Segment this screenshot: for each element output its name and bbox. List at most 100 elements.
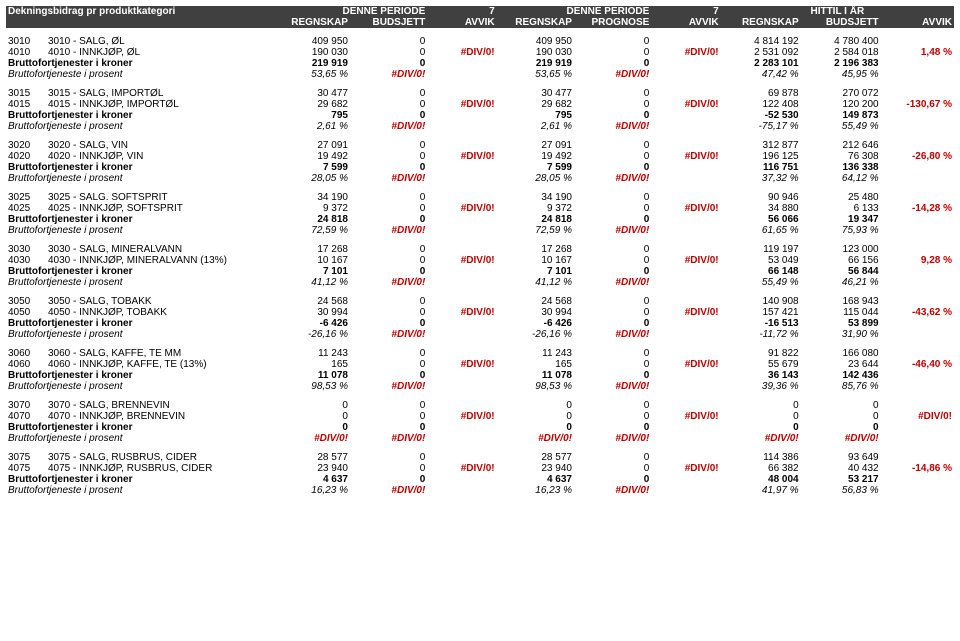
- tot-p2: 0: [574, 162, 651, 173]
- pct-p2: #DIV/0!: [574, 121, 651, 132]
- cell-budsj-1: 0: [350, 151, 427, 162]
- account-name: 4015 - INNKJØP, IMPORTØL: [46, 99, 273, 110]
- cell-budsj-1: 0: [350, 463, 427, 474]
- cell-budsj-3: 115 044: [801, 307, 881, 318]
- tot-r3: -52 530: [721, 110, 801, 121]
- cell-regnskap-2: 30 477: [497, 88, 574, 99]
- cell-regnskap-1: 409 950: [273, 36, 350, 47]
- cell-avvik-1: #DIV/0!: [427, 400, 496, 422]
- pct-r1: 72,59 %: [273, 225, 350, 236]
- label-bfk: Bruttofortjenester i kroner: [6, 58, 273, 69]
- tot-r3: -16 513: [721, 318, 801, 329]
- period-label: DENNE PERIODE: [273, 6, 428, 17]
- pct-row: Bruttofortjeneste i prosent#DIV/0!#DIV/0…: [6, 433, 954, 444]
- label-bfp: Bruttofortjeneste i prosent: [6, 225, 273, 236]
- tot-b1: 0: [350, 422, 427, 433]
- pct-b3: 55,49 %: [801, 121, 881, 132]
- tot-b1: 0: [350, 370, 427, 381]
- cell-regnskap-2: 0: [497, 400, 574, 411]
- cell-budsj-3: 6 133: [801, 203, 881, 214]
- cell-budsj-3: 23 644: [801, 359, 881, 370]
- pct-row: Bruttofortjeneste i prosent28,05 %#DIV/0…: [6, 173, 954, 184]
- cell-budsj-3: 4 780 400: [801, 36, 881, 47]
- account-name: 4075 - INNKJØP, RUSBRUS, CIDER: [46, 463, 273, 474]
- pct-r1: -26,16 %: [273, 329, 350, 340]
- cell-prog-2: 0: [574, 36, 651, 47]
- pct-r3: 37,32 %: [721, 173, 801, 184]
- cell-regnskap-3: 34 880: [721, 203, 801, 214]
- cell-prog-2: 0: [574, 463, 651, 474]
- cell-budsj-1: 0: [350, 359, 427, 370]
- tot-p2: 0: [574, 214, 651, 225]
- cell-budsj-1: 0: [350, 307, 427, 318]
- tot-r1: 4 637: [273, 474, 350, 485]
- label-bfk: Bruttofortjenester i kroner: [6, 474, 273, 485]
- cell-prog-2: 0: [574, 151, 651, 162]
- tot-r3: 2 283 101: [721, 58, 801, 69]
- cell-regnskap-2: 28 577: [497, 452, 574, 463]
- tot-r1: 7 599: [273, 162, 350, 173]
- cell-regnskap-2: 19 492: [497, 151, 574, 162]
- pct-b3: 75,93 %: [801, 225, 881, 236]
- label-bfp: Bruttofortjeneste i prosent: [6, 69, 273, 80]
- account-code: 3070: [6, 400, 46, 411]
- totals-row: Bruttofortjenester i kroner-6 4260-6 426…: [6, 318, 954, 329]
- pct-r3: 47,42 %: [721, 69, 801, 80]
- cell-regnskap-3: 312 877: [721, 140, 801, 151]
- totals-row: Bruttofortjenester i kroner11 078011 078…: [6, 370, 954, 381]
- account-code: 4075: [6, 463, 46, 474]
- cell-prog-2: 0: [574, 47, 651, 58]
- cell-budsj-1: 0: [350, 400, 427, 411]
- pct-row: Bruttofortjeneste i prosent72,59 %#DIV/0…: [6, 225, 954, 236]
- cell-regnskap-1: 19 492: [273, 151, 350, 162]
- totals-row: Bruttofortjenester i kroner219 9190219 9…: [6, 58, 954, 69]
- tot-b3: 149 873: [801, 110, 881, 121]
- cell-prog-2: 0: [574, 411, 651, 422]
- account-code: 4050: [6, 307, 46, 318]
- cell-budsj-1: 0: [350, 88, 427, 99]
- cell-budsj-3: 123 000: [801, 244, 881, 255]
- label-bfp: Bruttofortjeneste i prosent: [6, 277, 273, 288]
- pct-b3: 64,12 %: [801, 173, 881, 184]
- cell-regnskap-1: 9 372: [273, 203, 350, 214]
- pct-r3: 61,65 %: [721, 225, 801, 236]
- data-row: 30753075 - SALG, RUSBRUS, CIDER28 5770#D…: [6, 452, 954, 463]
- totals-row: Bruttofortjenester i kroner4 63704 63704…: [6, 474, 954, 485]
- totals-row: Bruttofortjenester i kroner79507950-52 5…: [6, 110, 954, 121]
- totals-row: Bruttofortjenester i kroner7 59907 59901…: [6, 162, 954, 173]
- cell-avvik-2: #DIV/0!: [651, 88, 720, 110]
- pct-r1: 98,53 %: [273, 381, 350, 392]
- cell-regnskap-1: 34 190: [273, 192, 350, 203]
- pct-row: Bruttofortjeneste i prosent98,53 %#DIV/0…: [6, 381, 954, 392]
- cell-prog-2: 0: [574, 307, 651, 318]
- cell-budsj-3: 40 432: [801, 463, 881, 474]
- cell-regnskap-2: 0: [497, 411, 574, 422]
- cell-avvik-3: -26,80 %: [881, 140, 954, 162]
- pct-r2: 72,59 %: [497, 225, 574, 236]
- pct-p2: #DIV/0!: [574, 433, 651, 444]
- cell-budsj-3: 166 080: [801, 348, 881, 359]
- cell-regnskap-2: 190 030: [497, 47, 574, 58]
- header-row-1: Dekningsbidrag pr produktkategoriDENNE P…: [6, 6, 954, 17]
- label-bfp: Bruttofortjeneste i prosent: [6, 485, 273, 496]
- cell-regnskap-3: 55 679: [721, 359, 801, 370]
- pct-p2: #DIV/0!: [574, 173, 651, 184]
- label-bfp: Bruttofortjeneste i prosent: [6, 121, 273, 132]
- cell-budsj-1: 0: [350, 296, 427, 307]
- account-name: 4050 - INNKJØP, TOBAKK: [46, 307, 273, 318]
- cell-prog-2: 0: [574, 296, 651, 307]
- pct-b1: #DIV/0!: [350, 121, 427, 132]
- tot-r1: 0: [273, 422, 350, 433]
- tot-r2: 7 101: [497, 266, 574, 277]
- cell-budsj-3: 212 646: [801, 140, 881, 151]
- cell-regnskap-3: 91 822: [721, 348, 801, 359]
- cell-regnskap-1: 24 568: [273, 296, 350, 307]
- data-row: 30303030 - SALG, MINERALVANN17 2680#DIV/…: [6, 244, 954, 255]
- totals-row: Bruttofortjenester i kroner000000: [6, 422, 954, 433]
- cell-regnskap-3: 53 049: [721, 255, 801, 266]
- pct-r1: 16,23 %: [273, 485, 350, 496]
- cell-avvik-3: -43,62 %: [881, 296, 954, 318]
- tot-r2: 24 818: [497, 214, 574, 225]
- cell-budsj-1: 0: [350, 452, 427, 463]
- tot-r2: 7 599: [497, 162, 574, 173]
